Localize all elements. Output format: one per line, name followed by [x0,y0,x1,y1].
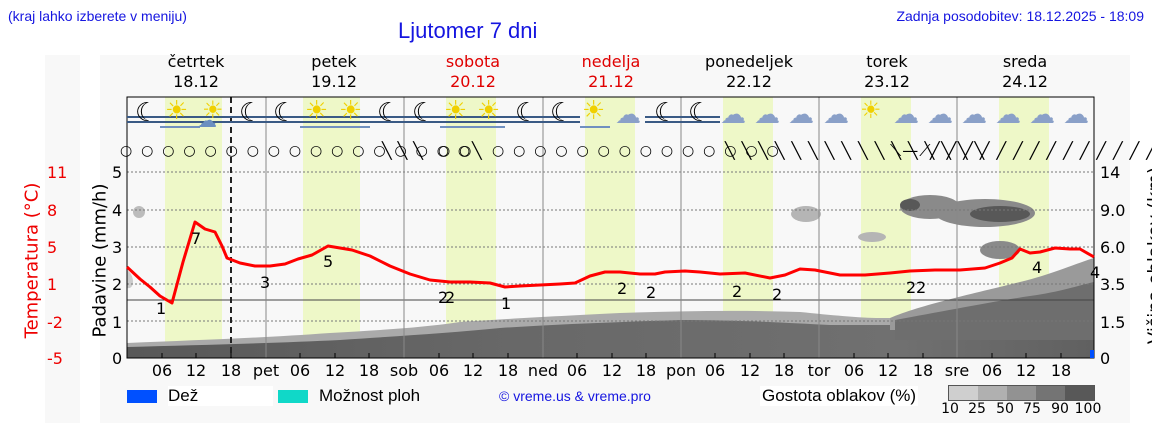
cloud-density-label: Gostota oblakov (%) [760,386,919,406]
temp-axis-panel [45,55,80,423]
page-title: Ljutomer 7 dni [398,18,538,43]
density-scale-label: 75 [1023,401,1041,417]
temperature-line [125,220,1095,305]
wind-barb-icons: ╲╲╲╲╲╲╲╲╲╲╲╲╲╲╲╲ [725,141,992,160]
cloud-tick: 3.5 [1100,275,1126,294]
cloud-icon: ☁ [197,108,217,132]
wind-barb-icon: ╲ [472,141,482,160]
temp-tick: -2 [47,313,63,332]
cloud-icon: ☁ [893,100,919,130]
density-scale-label: 10 [941,401,959,417]
day-header: ponedeljek 22.12 [705,52,793,91]
calm-wind-icons: ○○○○○○○○○○○○○○ [492,143,788,159]
day-header: četrtek 18.12 [167,52,225,91]
cloud-drizzle-icon: ☁ [1063,100,1089,130]
sun-fog-icon: ☀ [477,96,501,126]
grid-lines [127,171,1094,322]
cloud-tick: 0 [1100,349,1111,368]
precip-tick: 2 [112,275,123,294]
wind-row: ○○○○○○○○○○○○○○○○○ ╲╲╲ ○○ ╲ ○○○○○○○○○○○○○… [120,141,1152,163]
region-hint-link[interactable]: (kraj lahko izberete v meniju) [8,8,187,24]
moon-fog-icon: ☾ [377,98,401,128]
cloud-icon: ☁ [961,100,987,130]
cloud-icon: ☁ [823,100,849,130]
moon-fog-icon: ☾ [412,98,436,128]
day-separators [265,97,958,358]
sun-fog-icon: ☀ [582,96,606,126]
weather-icons: ☾ ☀ ☀ ☁ ☾ ☾ ☀ ☀ ☾ ☾ ☀ ☀ ☾ ☾ ☀ ☁ ☾ ☾ ☁ ☁ … [127,96,1094,134]
temp-tick: 8 [47,201,58,220]
cloud-icon: ☁ [720,100,746,130]
density-scale-label: 100 [1074,401,1102,417]
moon-fog-icon: ☾ [515,98,539,128]
cloud-icon: ☁ [754,100,780,130]
precip-tick: 3 [112,238,123,257]
day-header: torek 23.12 [864,52,910,91]
density-scale-label: 90 [1051,401,1069,417]
precip-tick: 1 [112,313,123,332]
sun-cloud-icon: ☀ [860,96,882,124]
day-header: sreda 24.12 [1002,52,1048,91]
copyright-link[interactable]: © vreme.us & vreme.pro [499,388,651,404]
moon-fog-icon: ☾ [654,98,678,128]
temp-tick: -5 [47,349,63,368]
cloud-tick: 1.5 [1100,313,1126,332]
cloud-density-scale [948,385,1095,401]
sun-cloud-icon: ☀ [202,96,224,124]
moon-fog-icon: ☾ [239,98,263,128]
precip-tick: 0 [112,349,123,368]
wind-barb-icons: ╲╲╲ [382,141,429,160]
cloud-icon: ☁ [788,100,814,130]
cloud-tick: 9.0 [1100,201,1126,220]
cloud-density-layer [127,195,1094,358]
wind-barb-icons: ⟍—⟋ [890,141,932,160]
cloud-tick: 14 [1100,163,1121,182]
moon-fog-icon: ☾ [688,98,712,128]
temp-tick: 1 [47,275,58,294]
cloud-icon: ☁ [927,100,953,130]
precip-tick: 4 [112,201,123,220]
sun-fog-icon: ☀ [305,96,329,126]
density-scale-label: 50 [996,401,1014,417]
cloud-tick: 6.0 [1100,238,1126,257]
moon-fog-icon: ☾ [550,98,574,128]
moon-fog-icon: ☾ [135,98,159,128]
temp-tick: 11 [47,163,68,182]
temp-tick: 5 [47,238,58,257]
cloud-icon: ☁ [1029,100,1055,130]
showers-legend-swatch [278,390,308,403]
showers-legend-label: Možnost ploh [319,386,421,405]
weather-icons-row [127,116,720,128]
sun-fog-icon: ☀ [165,96,189,126]
sun-fog-icon: ☀ [444,96,468,126]
rain-legend-swatch [127,390,157,403]
day-header: nedelja 21.12 [581,52,641,91]
rain-bar [1090,350,1094,358]
cloud-icon: ☁ [615,100,641,130]
wind-barb-icons: ╱╱╱╱╱╱╱╱╱╱╱╱╱╱ [930,141,1152,160]
cloud-icon: ☁ [995,100,1021,130]
calm-wind-icons: ○○ [438,143,481,159]
moon-fog-icon: ☾ [273,98,297,128]
day-header: sobota 20.12 [445,52,501,91]
rain-legend-label: Dež [168,386,273,406]
last-update: Zadnja posodobitev: 18.12.2025 - 18:09 [896,8,1144,24]
density-scale-label: 25 [968,401,986,417]
calm-wind-icons: ○○○○○○○○○○○○○○○○○ [120,143,479,159]
sun-fog-icon: ☀ [339,96,363,126]
day-header: petek 19.12 [311,52,357,91]
precip-tick: 5 [112,163,123,182]
